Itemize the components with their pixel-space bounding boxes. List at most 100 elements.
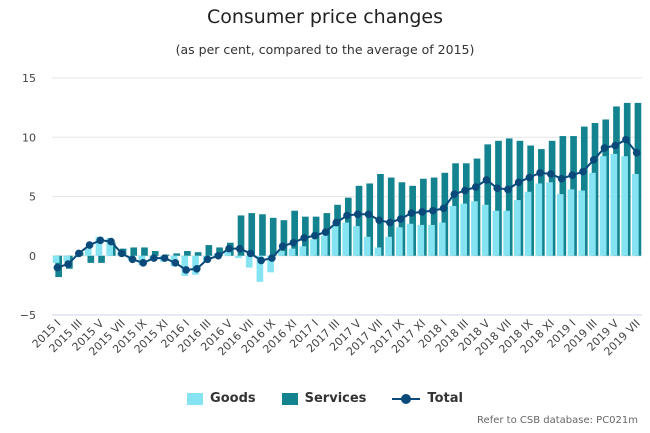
services-bar[interactable] [237,215,245,256]
goods-bar[interactable] [63,255,71,262]
legend-item-total[interactable]: Total [392,391,463,406]
total-point[interactable] [278,242,287,251]
services-bar[interactable] [495,140,502,256]
total-point[interactable] [171,259,180,267]
goods-bar[interactable] [52,255,60,263]
total-point[interactable] [611,141,619,150]
total-point[interactable] [343,211,351,220]
goods-bar[interactable] [353,226,360,256]
services-bar[interactable] [377,173,384,256]
goods-bar[interactable] [481,204,489,256]
goods-bar[interactable] [567,189,575,256]
services-bar[interactable] [205,245,213,256]
goods-bar[interactable] [524,191,532,256]
services-bar[interactable] [441,172,449,256]
services-bar[interactable] [387,177,395,256]
goods-bar[interactable] [106,237,114,256]
services-bar[interactable] [420,178,427,256]
goods-bar[interactable] [535,183,543,256]
services-bar[interactable] [484,144,492,256]
source-credit[interactable]: Refer to CSB database: PC021m [477,415,638,426]
total-point[interactable] [128,255,137,264]
services-bar[interactable] [98,255,105,263]
goods-bar[interactable] [245,255,253,268]
goods-bar[interactable] [428,224,435,256]
total-point[interactable] [439,204,448,213]
total-point[interactable] [214,251,223,260]
total-point[interactable] [622,135,630,144]
total-point[interactable] [429,206,437,215]
total-point[interactable] [268,254,276,262]
goods-bar[interactable] [342,222,350,256]
goods-bar[interactable] [492,210,500,256]
services-bar[interactable] [173,253,180,256]
goods-bar[interactable] [621,156,628,256]
goods-bar[interactable] [610,153,618,256]
services-bar[interactable] [516,140,524,256]
total-point[interactable] [150,254,158,262]
total-point[interactable] [117,249,126,258]
services-bar[interactable] [505,138,513,256]
goods-bar[interactable] [299,246,307,256]
total-point[interactable] [107,237,115,246]
goods-bar[interactable] [288,248,296,256]
goods-bar[interactable] [514,200,521,256]
total-point[interactable] [139,259,147,267]
services-bar[interactable] [430,177,438,256]
total-point[interactable] [321,228,330,236]
total-point[interactable] [353,210,362,219]
services-bar[interactable] [409,185,416,256]
services-bar[interactable] [248,213,256,256]
total-point[interactable] [289,238,298,247]
total-point[interactable] [160,254,169,262]
goods-bar[interactable] [224,249,232,256]
goods-bar[interactable] [256,255,264,282]
total-point[interactable] [182,266,190,274]
goods-bar[interactable] [310,239,317,256]
services-bar[interactable] [259,214,266,256]
goods-bar[interactable] [417,224,425,256]
services-bar[interactable] [87,255,95,263]
total-point[interactable] [386,218,394,227]
services-bar[interactable] [130,247,138,256]
goods-bar[interactable] [599,156,607,256]
total-point[interactable] [536,169,544,177]
total-point[interactable] [396,215,405,223]
total-point[interactable] [568,171,577,179]
goods-bar[interactable] [438,222,446,256]
goods-bar[interactable] [267,255,274,273]
total-point[interactable] [246,249,255,258]
total-point[interactable] [461,186,469,195]
total-point[interactable] [300,234,308,242]
goods-bar[interactable] [503,210,510,256]
goods-bar[interactable] [471,201,478,256]
total-point[interactable] [471,183,480,191]
total-point[interactable] [525,173,534,182]
goods-bar[interactable] [235,255,242,259]
goods-bar[interactable] [331,226,339,256]
total-point[interactable] [514,178,523,187]
total-point[interactable] [85,241,94,249]
goods-bar[interactable] [578,190,586,256]
total-point[interactable] [364,210,373,219]
services-bar[interactable] [355,185,363,256]
goods-bar[interactable] [396,227,403,256]
goods-bar[interactable] [278,251,285,256]
total-point[interactable] [203,255,212,264]
services-bar[interactable] [141,247,148,256]
goods-bar[interactable] [406,223,414,256]
legend-item-goods[interactable]: Goods [187,391,256,406]
services-bar[interactable] [280,220,288,256]
goods-bar[interactable] [95,236,103,256]
total-point[interactable] [600,144,609,152]
goods-bar[interactable] [632,173,639,256]
goods-bar[interactable] [556,194,564,256]
total-point[interactable] [375,216,383,224]
total-point[interactable] [332,218,341,227]
goods-bar[interactable] [181,255,189,276]
services-bar[interactable] [291,210,298,256]
total-point[interactable] [75,249,83,258]
total-point[interactable] [225,244,233,253]
total-point[interactable] [53,263,62,272]
total-point[interactable] [482,176,491,184]
